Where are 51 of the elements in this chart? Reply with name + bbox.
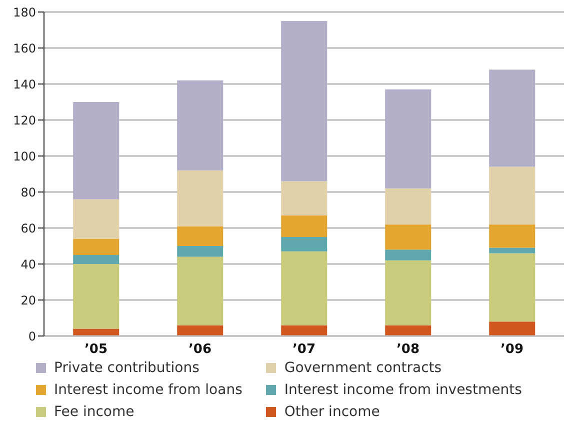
bar	[489, 322, 536, 336]
bar	[385, 260, 432, 326]
bar	[177, 170, 224, 226]
bar	[73, 328, 120, 336]
y-tick-label: 40	[20, 257, 36, 272]
bar	[177, 80, 224, 170]
bar	[489, 248, 536, 254]
x-tick-label: ’09	[500, 342, 524, 358]
x-tick-label: ’08	[396, 342, 420, 358]
x-tick-label: ’05	[84, 342, 108, 358]
legend-label: Private contributions	[54, 360, 200, 376]
y-tick-label: 160	[13, 41, 36, 56]
bar	[385, 325, 432, 336]
bar	[489, 253, 536, 322]
bar	[73, 255, 120, 264]
legend-label: Interest income from loans	[54, 382, 242, 398]
legend-label: Other income	[284, 404, 380, 420]
bar	[281, 215, 328, 237]
y-tick-label: 140	[13, 77, 36, 92]
bar	[281, 237, 328, 252]
bar	[73, 264, 120, 329]
bar	[385, 188, 432, 224]
y-tick-label: 60	[20, 221, 36, 236]
bar	[177, 246, 224, 257]
bar	[385, 224, 432, 250]
bar	[489, 70, 536, 167]
y-tick-label: 0	[28, 329, 36, 344]
y-tick-label: 80	[20, 185, 36, 200]
legend-label: Fee income	[54, 404, 134, 420]
bar	[281, 325, 328, 336]
bar	[385, 250, 432, 260]
y-tick-label: 100	[13, 149, 36, 164]
bar	[281, 181, 328, 216]
bar	[489, 224, 536, 248]
bar	[385, 89, 432, 188]
bar	[281, 21, 328, 182]
y-tick-label: 120	[13, 113, 36, 128]
y-tick-label: 20	[20, 293, 36, 308]
bar	[489, 166, 536, 224]
y-tick-label: 180	[13, 5, 36, 20]
bar	[73, 199, 120, 239]
x-tick-label: ’07	[292, 342, 316, 358]
x-tick-label: ’06	[188, 342, 212, 358]
bar	[281, 251, 328, 326]
bar	[73, 102, 120, 200]
legend-label: Government contracts	[284, 360, 442, 376]
bar	[177, 256, 224, 326]
legend-label: Interest income from investments	[284, 382, 522, 398]
bar	[73, 238, 120, 255]
bar	[177, 325, 224, 336]
bar	[177, 226, 224, 246]
